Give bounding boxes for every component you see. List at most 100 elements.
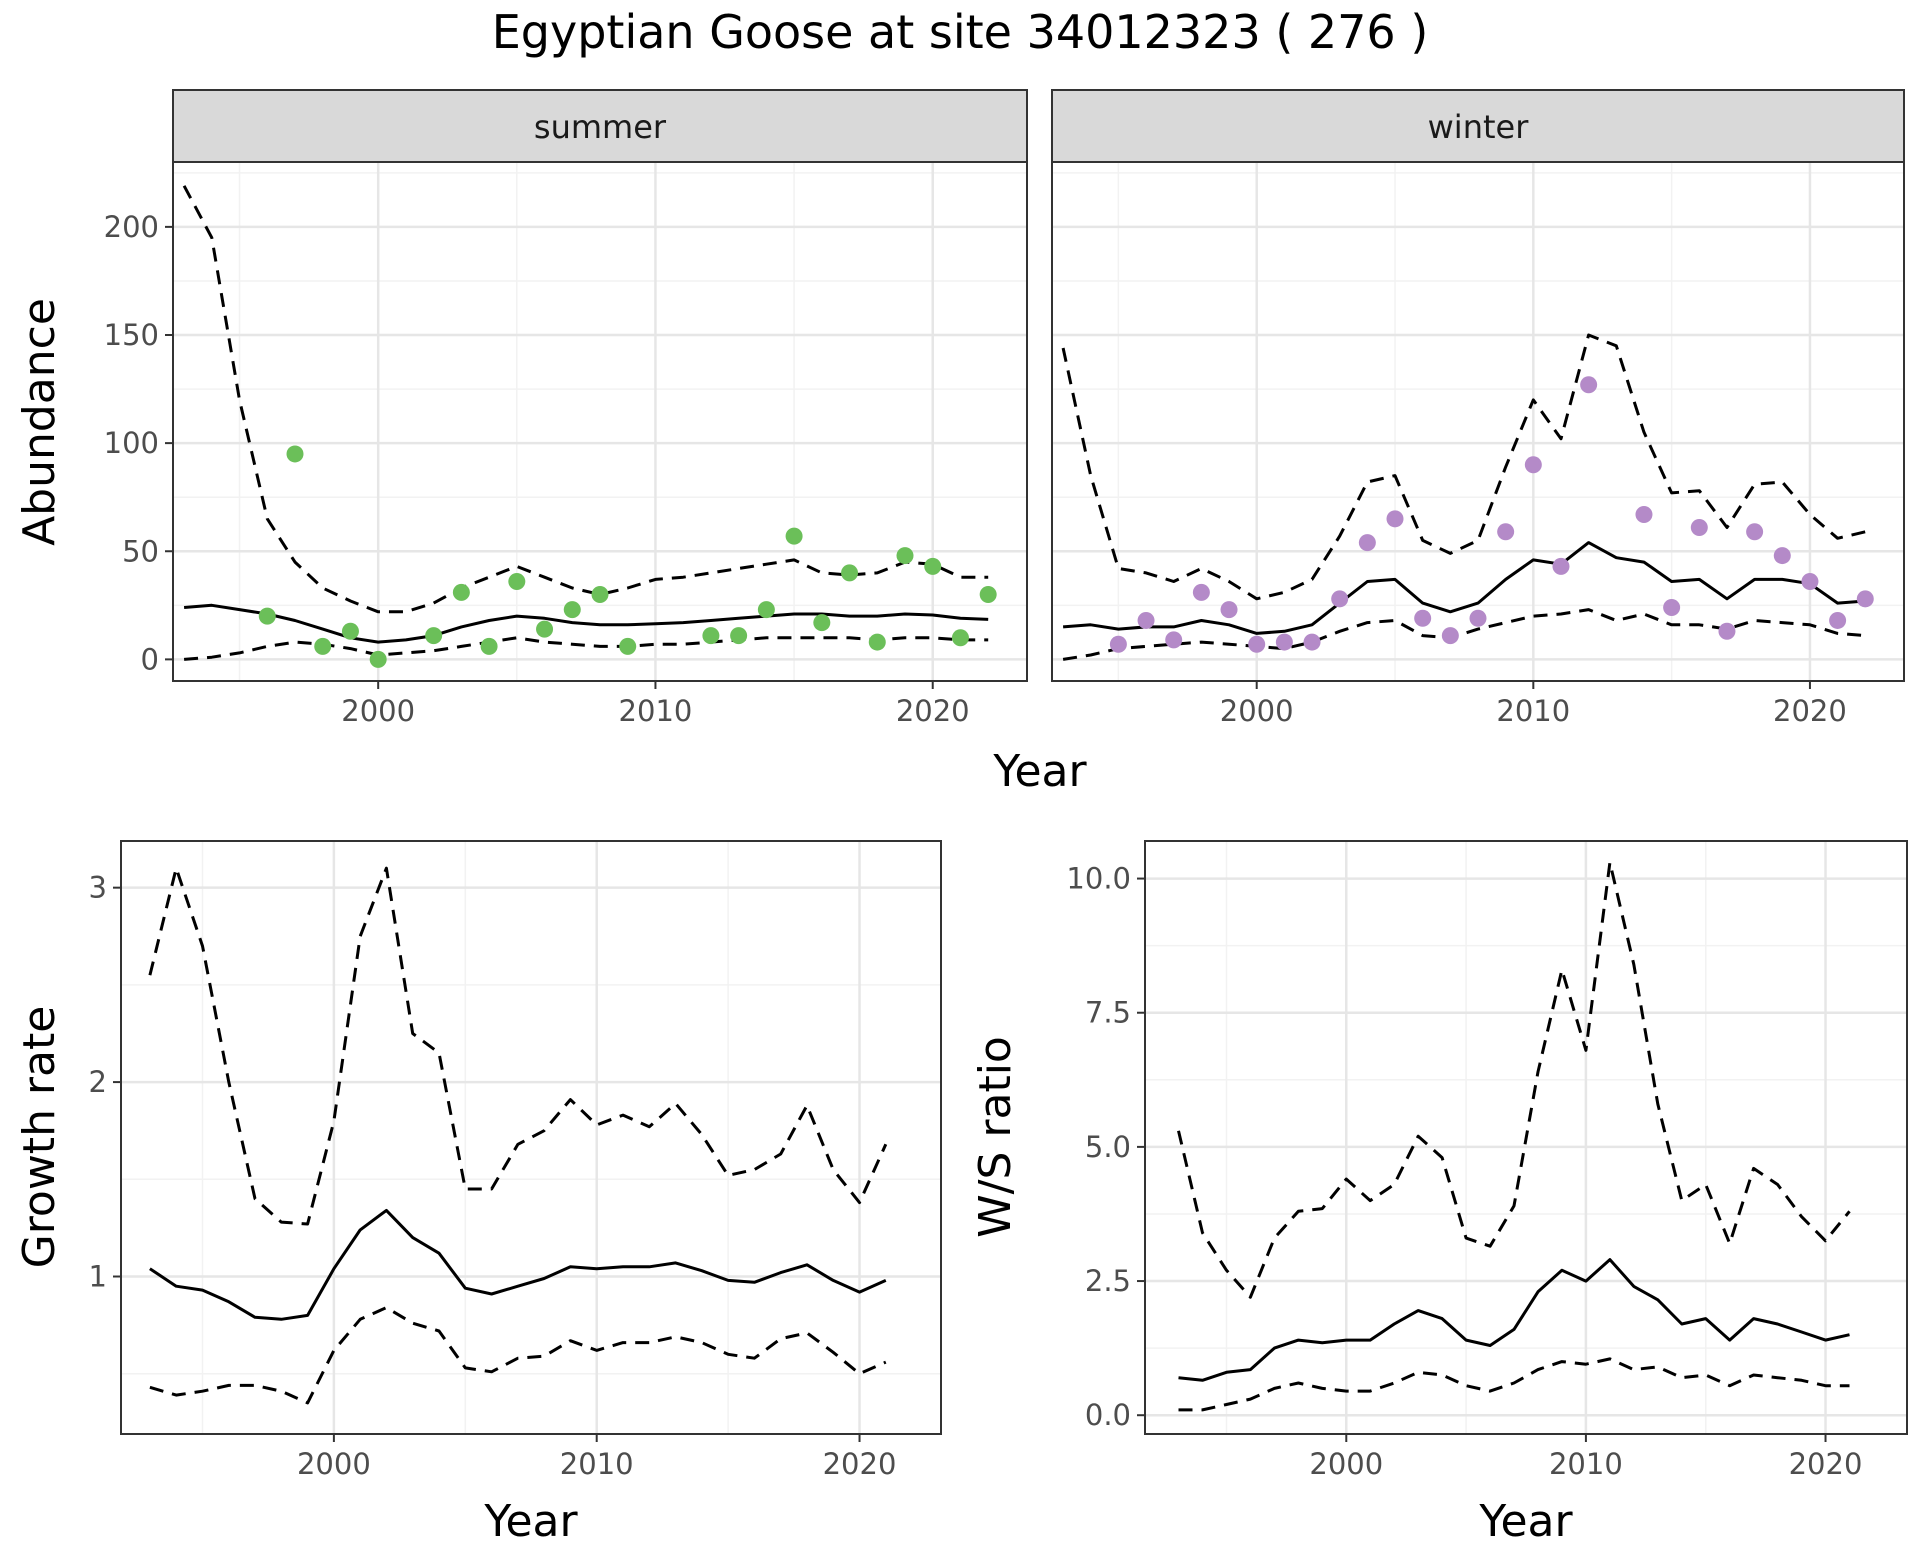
growth-lower-line [149,1306,887,1405]
winter-lower-line [1062,608,1866,661]
winter-count-point [1746,523,1764,541]
summer-y-tick-label: 200 [104,210,159,244]
winter-count-point [1718,622,1736,640]
winter-count-point [1663,598,1681,616]
growth-y-tick-label: 2 [89,1065,107,1099]
winter-count-point [1441,627,1459,645]
growth-y-tick-label: 3 [89,871,107,905]
ws-upper-line [1177,861,1851,1299]
winter-count-point [1331,590,1349,608]
growth-y-tick-label: 1 [89,1260,107,1294]
winter-count-point [1137,611,1155,629]
ws-y-tick-label: 0.0 [1085,1398,1131,1432]
summer-y-tick-label: 0 [141,642,159,676]
winter-count-point [1248,635,1266,653]
growth-x-tick-label: 2000 [297,1447,371,1481]
growth-y-axis-title: Growth rate [14,1006,65,1269]
growth-x-tick-label: 2020 [823,1447,897,1481]
panel-summer: summer [172,89,1028,682]
summer-count-point [841,564,859,582]
winter-count-point [1635,505,1653,523]
panel-ws-border [1144,840,1908,1435]
summer-x-tick-label: 2010 [619,694,693,728]
summer-count-point [868,633,886,651]
ws-y-axis-title: W/S ratio [970,1036,1021,1238]
ws-lower-line [1178,1357,1850,1412]
summer-estimate-line [183,603,989,644]
summer-count-point [619,637,637,655]
summer-count-point [314,637,332,655]
winter-count-point [1552,557,1570,575]
top-x-axis-title: Year [992,746,1087,797]
summer-y-tick-label: 100 [104,426,159,460]
chart-title: Egyptian Goose at site 34012323 ( 276 ) [492,5,1429,59]
summer-count-point [591,586,609,603]
panel-growth-border [120,840,942,1435]
summer-count-point [341,622,359,640]
summer-count-point [425,627,443,645]
summer-count-point [536,620,554,638]
ws-x-tick-label: 2000 [1309,1447,1383,1481]
summer-count-point [785,527,803,545]
winter-count-point [1165,631,1183,649]
winter-count-point [1386,510,1404,528]
growth-upper-line [148,866,888,1226]
panel-ws-ratio [1144,840,1908,1435]
winter-count-point [1524,456,1542,474]
summer-count-point [702,627,720,645]
winter-count-point [1109,635,1127,653]
summer-count-point [369,650,387,668]
summer-lower-line [183,636,989,661]
summer-y-tick-label: 150 [104,318,159,352]
winter-count-point [1856,590,1874,608]
ws-y-tick-label: 10.0 [1066,862,1131,896]
summer-y-tick-label: 50 [122,534,159,568]
winter-count-point [1773,547,1791,565]
winter-x-tick-label: 2000 [1220,694,1294,728]
winter-count-point [1580,376,1598,394]
strip-summer-label: summer [534,108,667,146]
winter-count-point [1358,534,1376,552]
winter-count-point [1469,609,1487,627]
summer-count-point [979,586,997,603]
winter-x-tick-label: 2010 [1496,694,1570,728]
summer-count-point [896,547,914,565]
ws-estimate-line [1178,1258,1850,1382]
summer-count-point [563,601,581,619]
panel-summer-border [172,161,1028,682]
winter-count-point [1414,609,1432,627]
winter-count-point [1829,611,1847,629]
summer-count-point [258,607,276,625]
ws-y-tick-label: 7.5 [1085,996,1131,1030]
ws-x-tick-label: 2010 [1549,1447,1623,1481]
summer-count-point [480,637,498,655]
panel-winter-border [1051,161,1905,682]
winter-estimate-line [1062,541,1866,635]
growth-x-axis-title: Year [483,1496,578,1547]
winter-count-point [1220,601,1238,619]
strip-winter-label: winter [1428,108,1530,146]
winter-count-point [1275,633,1293,651]
winter-count-point [1690,518,1708,536]
ws-y-tick-label: 5.0 [1085,1130,1131,1164]
summer-x-tick-label: 2000 [341,694,415,728]
summer-count-point [452,583,470,601]
winter-count-point [1303,633,1321,651]
panel-winter: winter [1051,89,1905,682]
winter-x-tick-label: 2020 [1773,694,1847,728]
summer-x-tick-label: 2020 [896,694,970,728]
growth-x-tick-label: 2010 [560,1447,634,1481]
growth-estimate-line [149,1208,887,1321]
ws-x-axis-title: Year [1478,1496,1573,1547]
top-y-axis-title: Abundance [14,298,65,546]
panel-growth [120,840,942,1435]
winter-count-point [1192,583,1210,601]
summer-count-point [508,573,526,591]
winter-count-point [1497,523,1515,541]
summer-count-point [286,445,304,463]
summer-count-point [757,601,775,619]
ws-y-tick-label: 2.5 [1085,1264,1131,1298]
summer-upper-line [182,185,989,614]
winter-count-point [1801,573,1819,591]
